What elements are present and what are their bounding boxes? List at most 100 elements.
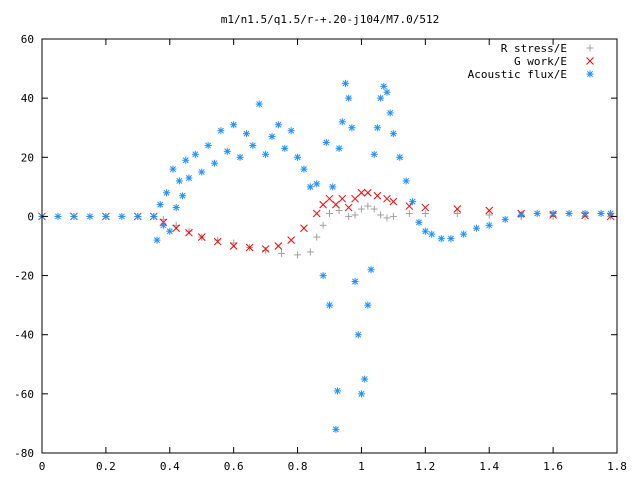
legend-label: G work/E [514,55,567,68]
y-tick-label: 0 [27,210,34,223]
data-point [485,206,494,215]
data-point [377,94,385,102]
data-point [153,236,161,244]
data-point [453,205,462,213]
y-tick-label: -80 [14,447,34,460]
data-point [325,194,334,203]
data-point [274,242,283,250]
data-point [287,236,296,244]
data-point [367,266,375,274]
data-point [396,153,404,161]
data-point [172,204,180,212]
data-point [134,212,142,220]
data-point [236,153,244,161]
data-point [172,224,181,233]
data-point [501,215,509,223]
data-point [211,159,218,167]
y-tick-label: -60 [14,388,34,401]
series-0 [38,202,615,259]
data-point [428,230,436,238]
data-point [373,191,382,200]
data-point [262,150,270,158]
data-point [421,209,429,217]
data-point [389,130,397,138]
x-tick-label: 0.4 [160,460,180,473]
data-point [370,205,378,213]
data-point [268,133,276,141]
data-point [86,212,94,220]
data-point [169,165,177,173]
x-tick-label: 1.8 [607,460,627,473]
y-tick-label: -40 [14,329,34,342]
data-point [345,212,353,220]
data-point [437,235,445,243]
data-point [460,230,468,238]
data-point [565,209,573,217]
data-point [380,82,388,90]
legend-label: Acoustic flux/E [468,68,567,81]
data-point [319,221,327,229]
data-point [351,211,359,219]
data-point [300,165,308,173]
legend-marker [586,70,594,78]
data-point [421,227,429,235]
data-point [281,144,289,152]
data-point [175,177,183,185]
data-point [249,141,257,149]
data-point [182,156,190,164]
data-point [351,277,359,285]
data-point [306,183,314,191]
data-point [383,214,391,222]
data-point [313,180,321,188]
data-point [166,227,174,235]
data-point [150,212,158,220]
data-point [338,118,346,126]
data-point [344,203,353,212]
data-point [383,194,391,203]
data-point [335,144,343,152]
data-point [185,228,193,237]
x-tick-label: 0.2 [96,460,116,473]
data-point [229,242,238,250]
y-tick-label: 60 [21,33,34,46]
data-point [361,375,369,383]
data-point [472,224,480,232]
data-point [163,189,171,197]
data-point [597,209,605,217]
data-point [287,127,295,135]
data-point [278,249,286,257]
data-point [197,233,206,241]
data-point [255,100,263,108]
data-point [261,245,270,253]
data-point [402,177,410,185]
data-point [357,205,365,213]
x-tick-label: 1.6 [543,460,563,473]
data-point [242,130,250,138]
data-point [191,150,199,158]
data-point [357,390,365,398]
data-point [421,203,430,212]
chart-title: m1/n1.5/q1.5/r-+.20-j104/M7.0/512 [221,13,440,26]
series-2 [38,79,615,433]
data-point [333,387,341,395]
series-1 [38,188,615,253]
data-point [370,150,378,158]
data-point [533,209,541,217]
x-tick-label: 1 [358,460,365,473]
data-point [294,153,302,161]
data-point [363,188,372,197]
data-point [354,331,362,339]
data-point [245,243,254,252]
data-point [329,183,337,191]
data-point [345,94,353,102]
data-point [262,246,270,254]
data-point [217,127,225,135]
data-point [198,168,206,176]
data-point [348,124,356,132]
data-point [415,218,423,226]
x-tick-label: 0 [39,460,46,473]
data-point [338,194,347,203]
y-tick-label: 40 [21,92,34,105]
data-point [389,197,398,206]
